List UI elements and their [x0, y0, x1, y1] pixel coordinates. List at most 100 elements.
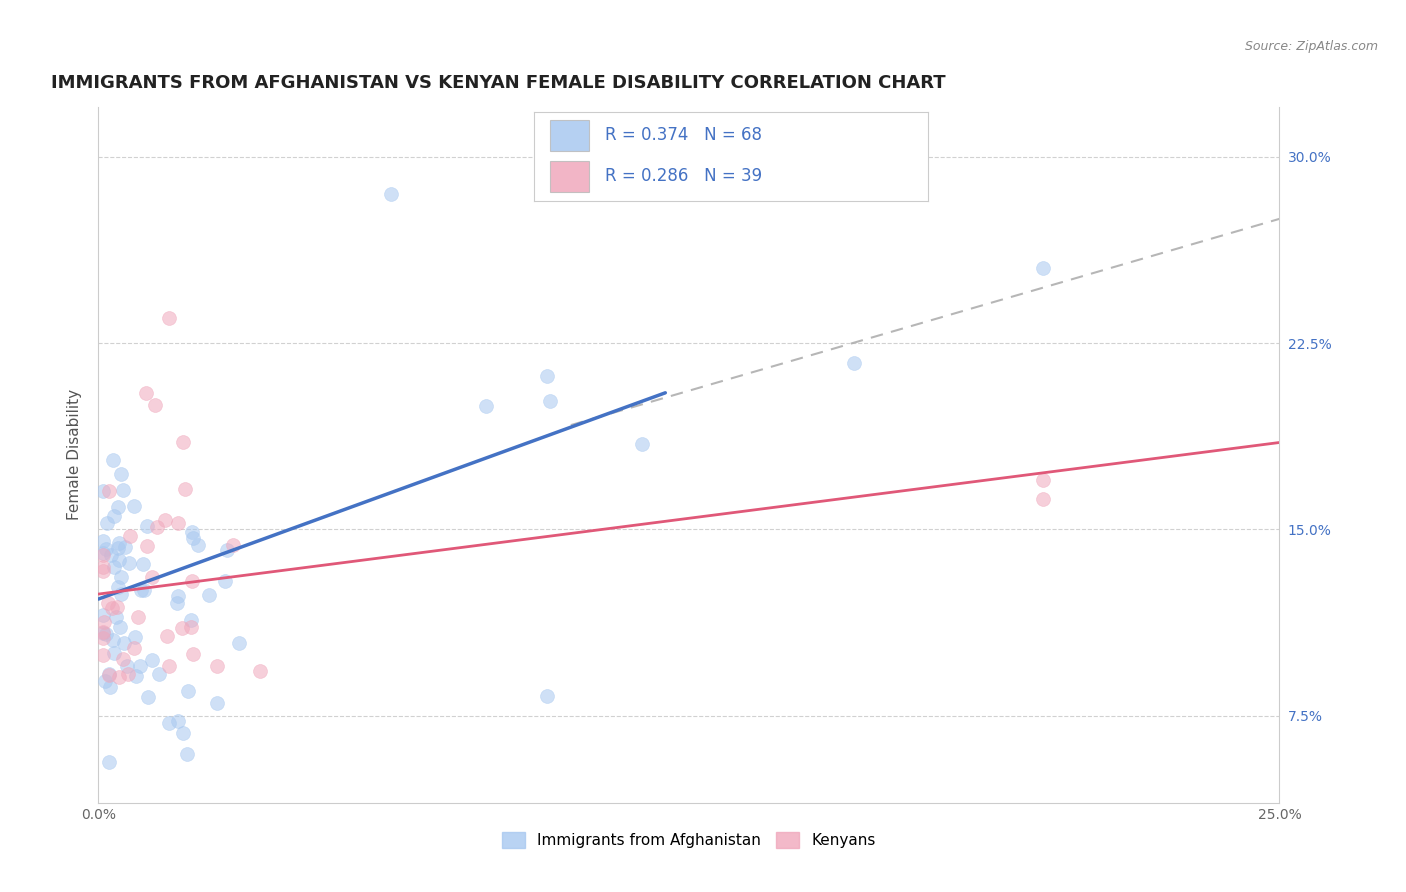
Point [197, 588, 219, 602]
Point [98, 667, 121, 681]
Point [110, 587, 132, 601]
Bar [550, 161, 589, 192]
Point [91, 564, 114, 578]
Point [127, 610, 149, 624]
Point [143, 398, 166, 412]
Point [173, 483, 195, 497]
Point [180, 574, 202, 589]
Point [117, 667, 139, 681]
Point [180, 620, 202, 634]
Point [249, 665, 271, 679]
Point [118, 557, 141, 571]
Point [103, 560, 125, 574]
Point [167, 516, 190, 530]
Point [100, 600, 122, 615]
Point [1032, 473, 1054, 487]
Point [141, 653, 163, 667]
Point [91, 608, 114, 623]
Point [98, 680, 121, 694]
Point [135, 519, 157, 533]
Point [172, 435, 194, 450]
Point [103, 453, 125, 467]
Point [205, 697, 228, 711]
Point [134, 583, 156, 598]
Point [107, 581, 129, 595]
Point [228, 636, 250, 650]
Point [844, 356, 866, 370]
Point [107, 500, 129, 514]
Point [474, 399, 496, 413]
Point [118, 529, 141, 543]
Point [108, 553, 131, 567]
Point [167, 714, 190, 728]
Point [101, 633, 124, 648]
Bar [550, 120, 589, 151]
Point [103, 508, 125, 523]
Point [96, 542, 118, 557]
Point [110, 467, 132, 482]
Text: IMMIGRANTS FROM AFGHANISTAN VS KENYAN FEMALE DISABILITY CORRELATION CHART: IMMIGRANTS FROM AFGHANISTAN VS KENYAN FE… [51, 74, 946, 92]
Point [91, 483, 114, 498]
Point [107, 669, 129, 683]
Point [111, 483, 134, 498]
Point [97, 597, 120, 611]
Point [157, 659, 180, 673]
Point [105, 599, 128, 614]
Point [540, 394, 562, 409]
Point [97, 666, 120, 681]
Point [107, 541, 129, 556]
Point [215, 542, 238, 557]
Point [91, 546, 114, 560]
Point [153, 513, 176, 527]
Point [91, 648, 114, 662]
Point [96, 516, 118, 531]
Point [111, 652, 134, 666]
Point [91, 534, 114, 549]
Point [176, 747, 198, 762]
Point [170, 621, 193, 635]
Point [214, 574, 236, 588]
Point [380, 187, 402, 202]
Point [148, 666, 170, 681]
Point [110, 570, 132, 584]
Text: Source: ZipAtlas.com: Source: ZipAtlas.com [1244, 40, 1378, 54]
Point [536, 689, 558, 703]
Point [138, 690, 160, 704]
Point [146, 520, 169, 534]
Point [108, 619, 131, 633]
Point [94, 674, 117, 689]
Point [91, 624, 114, 639]
Point [103, 646, 125, 660]
Point [125, 668, 148, 682]
Text: R = 0.286   N = 39: R = 0.286 N = 39 [605, 167, 762, 186]
Point [93, 615, 115, 630]
Point [91, 549, 114, 563]
Point [177, 684, 200, 698]
Point [180, 524, 202, 539]
Point [155, 629, 177, 643]
Point [91, 626, 114, 640]
Point [105, 610, 128, 624]
Point [136, 539, 159, 553]
Point [100, 548, 122, 562]
Point [94, 627, 117, 641]
Point [141, 570, 163, 584]
Point [166, 589, 188, 603]
Point [91, 632, 114, 646]
Point [132, 557, 155, 571]
Point [98, 755, 121, 769]
Point [536, 368, 558, 383]
Point [181, 647, 204, 661]
Point [122, 499, 145, 513]
Point [1032, 260, 1054, 275]
Point [181, 531, 204, 545]
Y-axis label: Female Disability: Female Disability [66, 389, 82, 521]
Text: R = 0.374   N = 68: R = 0.374 N = 68 [605, 126, 762, 145]
Point [114, 541, 136, 555]
Point [129, 658, 152, 673]
Point [112, 636, 135, 650]
Point [166, 596, 188, 610]
Point [135, 385, 157, 400]
Point [91, 560, 114, 574]
Point [157, 716, 180, 731]
